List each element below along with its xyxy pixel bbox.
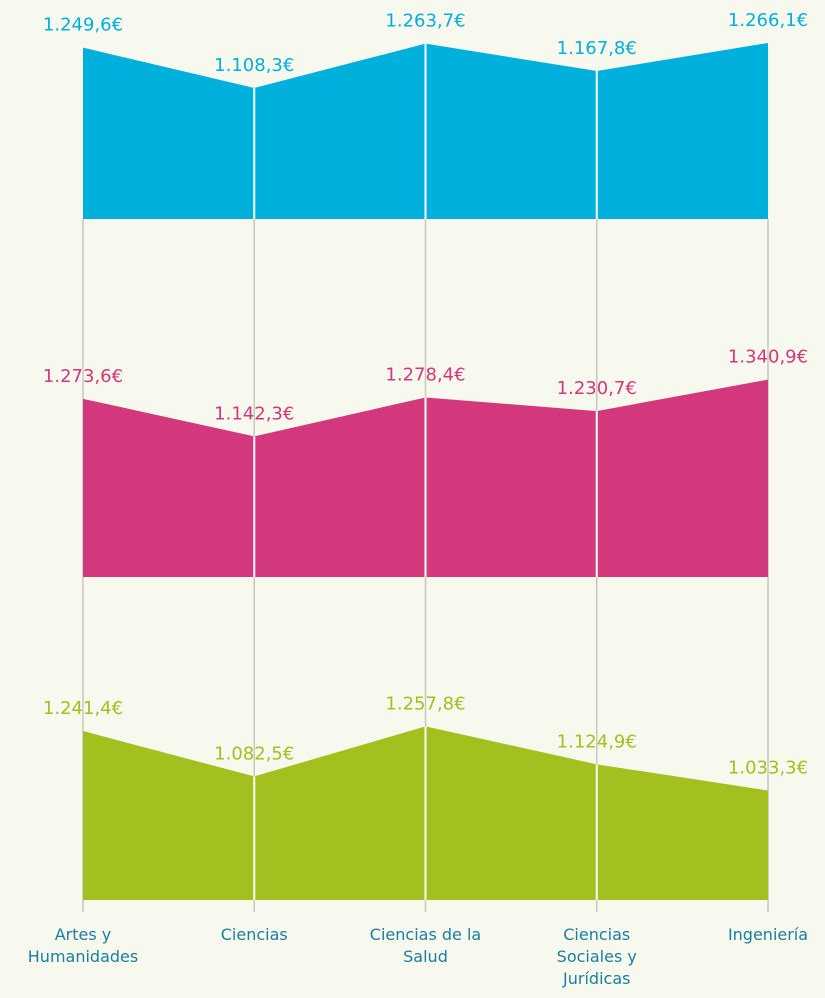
x-tick-label: Ciencias Sociales y Jurídicas <box>556 925 637 988</box>
value-label: 1.142,3€ <box>214 403 294 424</box>
value-label: 1.230,7€ <box>557 378 637 399</box>
value-label: 1.273,6€ <box>43 366 123 387</box>
value-label: 1.033,3€ <box>728 757 808 778</box>
value-label: 1.278,4€ <box>385 364 465 385</box>
value-label: 1.266,1€ <box>728 10 808 31</box>
value-label: 1.263,7€ <box>385 11 465 32</box>
value-label: 1.249,6€ <box>43 15 123 36</box>
value-label: 1.241,4€ <box>43 698 123 719</box>
value-label: 1.257,8€ <box>385 693 465 714</box>
value-label: 1.108,3€ <box>214 55 294 76</box>
x-tick-label: Ciencias de la Salud <box>369 925 482 966</box>
value-label: 1.340,9€ <box>728 347 808 368</box>
x-tick-label: Ciencias <box>220 925 288 944</box>
value-label: 1.082,5€ <box>214 743 294 764</box>
value-label: 1.124,9€ <box>557 731 637 752</box>
value-label: 1.167,8€ <box>557 38 637 59</box>
x-tick-label: Ingeniería <box>727 925 809 944</box>
x-tick-label: Artes y Humanidades <box>27 925 139 966</box>
